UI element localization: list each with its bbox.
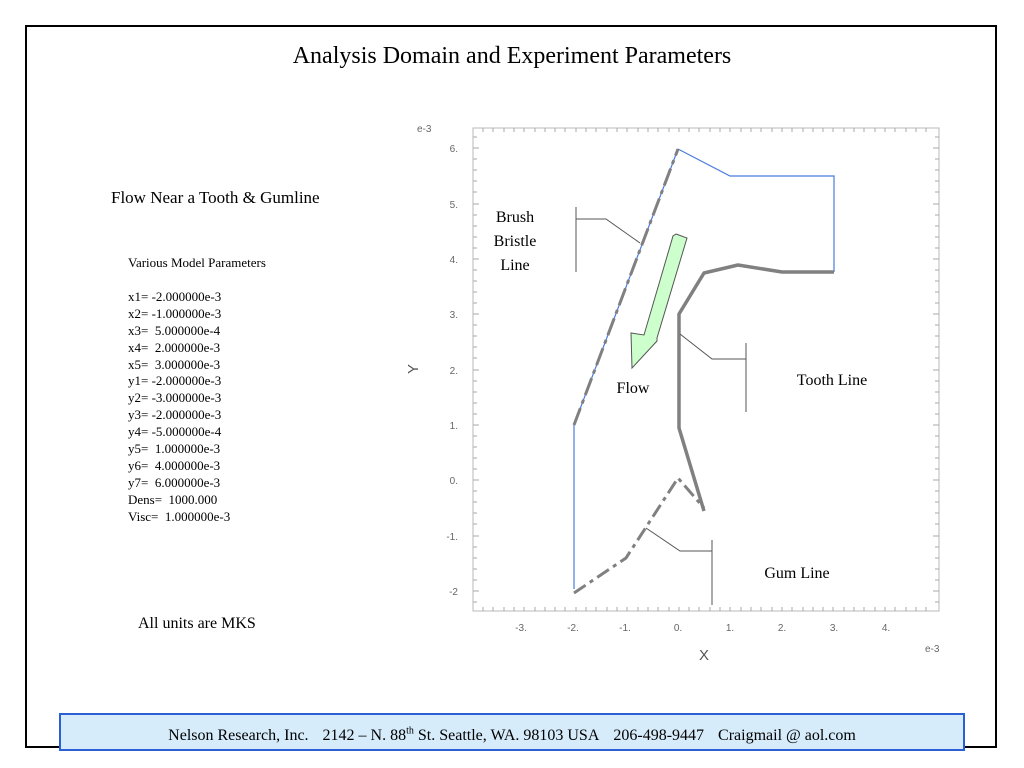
brush-bristle-line — [572, 148, 680, 426]
parameter-row: x2= -1.000000e-3 — [128, 305, 222, 321]
parameter-row: y3= -2.000000e-3 — [128, 407, 222, 423]
parameter-row: y1= -2.000000e-3 — [128, 373, 222, 389]
top-right-boundary-line — [677, 148, 835, 272]
x-tick-label: 4. — [882, 623, 890, 634]
y-tick-label: 1. — [450, 421, 458, 432]
y-tick-label: 0. — [450, 476, 458, 487]
minor-ticks — [473, 128, 939, 611]
slide-title: Analysis Domain and Experiment Parameter… — [292, 43, 732, 69]
flow-annotation: Flow — [616, 380, 650, 397]
x-tick-label: 1. — [726, 623, 734, 634]
parameter-heading: Various Model Parameters — [128, 255, 266, 270]
x-tick-label: -2. — [567, 623, 579, 634]
x-tick-label: 0. — [674, 623, 682, 634]
footer-email: Craigmail @ aol.com — [718, 727, 856, 745]
y-tick-label: 2. — [450, 366, 458, 377]
y-exponent-label: e-3 — [417, 124, 432, 135]
parameter-row: y7= 6.000000e-3 — [128, 474, 221, 490]
x-tick-label: -3. — [515, 623, 527, 634]
x-tick-label: 2. — [778, 623, 786, 634]
footer-address-rest: St. Seattle, WA. 98103 USA — [413, 727, 600, 745]
parameter-row: Visc= 1.000000e-3 — [128, 508, 231, 524]
x-exponent-label: e-3 — [925, 644, 940, 655]
parameter-row: y4= -5.000000e-4 — [128, 424, 222, 440]
y-tick-label: 6. — [450, 144, 458, 155]
gum-line — [573, 475, 706, 595]
y-tick-label: 4. — [450, 255, 458, 266]
parameter-row: Dens= 1000.000 — [128, 491, 218, 507]
footer-company: Nelson Research, Inc. — [168, 727, 309, 745]
gum-leader-line — [645, 527, 712, 552]
units-note: All units are MKS — [138, 615, 256, 632]
gum-line-annotation: Gum Line — [764, 565, 830, 582]
y-tick-label: 5. — [450, 200, 458, 211]
y-tick-label: -2 — [449, 587, 458, 598]
tick-labels: 6. 5. 4. 3. 2. 1. 0. -1. -2 -3. -2. -1. … — [417, 124, 940, 655]
parameter-row: x4= 2.000000e-3 — [128, 339, 221, 355]
y-tick-label: -1. — [446, 532, 458, 543]
parameter-row: x1= -2.000000e-3 — [128, 288, 222, 304]
brush-bristle-annotation: Brush Bristle Line — [493, 209, 537, 274]
diagram-subtitle: Flow Near a Tooth & Gumline — [111, 188, 320, 207]
x-tick-label: 3. — [830, 623, 838, 634]
parameter-row: x3= 5.000000e-4 — [128, 322, 221, 338]
parameter-list: Various Model Parameters x1= -2.000000e-… — [128, 255, 266, 526]
tooth-leader-line — [679, 333, 746, 360]
footer-phone: 206-498-9447 — [613, 727, 705, 745]
parameter-row: y2= -3.000000e-3 — [128, 390, 222, 406]
y-axis-label: Y — [405, 364, 422, 374]
footer-contact-box: Nelson Research, Inc. 2142 – N. 88th St.… — [59, 713, 965, 751]
bristle-leader-line — [576, 218, 641, 244]
x-axis-label: X — [699, 647, 709, 664]
tooth-line — [677, 263, 834, 512]
footer-address-suffix: th — [406, 726, 414, 737]
footer-address-number: 2142 – N. 88 — [322, 727, 407, 745]
parameter-row: x5= 3.000000e-3 — [128, 356, 221, 372]
footer-address: 2142 – N. 88th St. Seattle, WA. 98103 US… — [322, 726, 600, 745]
y-tick-label: 3. — [450, 310, 458, 321]
parameter-row: y6= 4.000000e-3 — [128, 457, 221, 473]
parameter-row: y5= 1.000000e-3 — [128, 441, 221, 457]
flow-arrow — [630, 233, 688, 370]
x-tick-label: -1. — [619, 623, 631, 634]
tooth-line-annotation: Tooth Line — [796, 372, 868, 389]
